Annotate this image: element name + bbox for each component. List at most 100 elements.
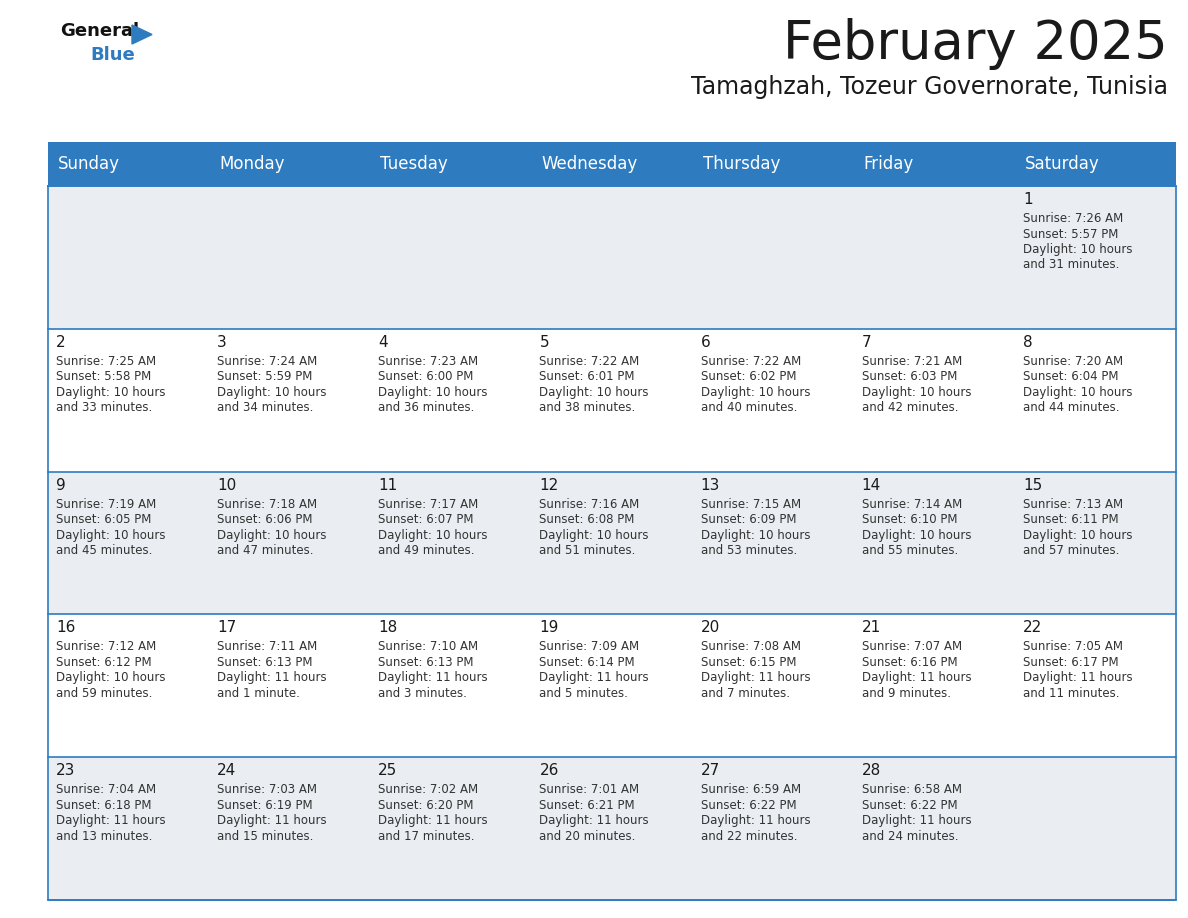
Text: and 3 minutes.: and 3 minutes.	[378, 687, 467, 700]
Text: Sunset: 6:06 PM: Sunset: 6:06 PM	[217, 513, 312, 526]
Text: Daylight: 11 hours: Daylight: 11 hours	[1023, 671, 1132, 685]
Text: Wednesday: Wednesday	[542, 155, 638, 173]
Text: 21: 21	[861, 621, 881, 635]
Text: Daylight: 10 hours: Daylight: 10 hours	[1023, 386, 1132, 398]
Text: Sunset: 6:13 PM: Sunset: 6:13 PM	[217, 655, 312, 669]
Text: Sunrise: 7:02 AM: Sunrise: 7:02 AM	[378, 783, 479, 796]
Text: Sunrise: 7:22 AM: Sunrise: 7:22 AM	[539, 354, 639, 368]
Text: 1: 1	[1023, 192, 1032, 207]
Text: Monday: Monday	[219, 155, 285, 173]
Text: and 47 minutes.: and 47 minutes.	[217, 544, 314, 557]
Text: Sunset: 6:20 PM: Sunset: 6:20 PM	[378, 799, 474, 812]
Bar	[48, 142, 1176, 186]
Text: Sunrise: 7:16 AM: Sunrise: 7:16 AM	[539, 498, 639, 510]
Text: Daylight: 11 hours: Daylight: 11 hours	[539, 671, 649, 685]
Text: 6: 6	[701, 335, 710, 350]
Text: Sunrise: 7:01 AM: Sunrise: 7:01 AM	[539, 783, 639, 796]
Text: and 31 minutes.: and 31 minutes.	[1023, 259, 1119, 272]
Text: Sunset: 6:22 PM: Sunset: 6:22 PM	[861, 799, 958, 812]
Text: Daylight: 10 hours: Daylight: 10 hours	[56, 529, 165, 542]
Text: Daylight: 11 hours: Daylight: 11 hours	[217, 814, 327, 827]
Text: Sunrise: 7:10 AM: Sunrise: 7:10 AM	[378, 641, 479, 654]
Bar	[48, 329, 1176, 472]
Text: Sunrise: 7:23 AM: Sunrise: 7:23 AM	[378, 354, 479, 368]
Text: Sunrise: 7:21 AM: Sunrise: 7:21 AM	[861, 354, 962, 368]
Text: 23: 23	[56, 763, 75, 778]
Bar	[48, 186, 1176, 329]
Text: Daylight: 10 hours: Daylight: 10 hours	[861, 529, 972, 542]
Bar	[48, 614, 1176, 757]
Text: Daylight: 11 hours: Daylight: 11 hours	[378, 814, 488, 827]
Text: Sunrise: 7:19 AM: Sunrise: 7:19 AM	[56, 498, 157, 510]
Text: and 7 minutes.: and 7 minutes.	[701, 687, 790, 700]
Text: and 15 minutes.: and 15 minutes.	[217, 830, 314, 843]
Text: February 2025: February 2025	[783, 18, 1168, 70]
Text: and 1 minute.: and 1 minute.	[217, 687, 301, 700]
Text: Sunrise: 7:05 AM: Sunrise: 7:05 AM	[1023, 641, 1123, 654]
Text: Sunrise: 7:13 AM: Sunrise: 7:13 AM	[1023, 498, 1123, 510]
Text: and 51 minutes.: and 51 minutes.	[539, 544, 636, 557]
Text: Daylight: 10 hours: Daylight: 10 hours	[701, 386, 810, 398]
Text: Sunset: 6:19 PM: Sunset: 6:19 PM	[217, 799, 312, 812]
Text: Sunset: 6:10 PM: Sunset: 6:10 PM	[861, 513, 958, 526]
Text: and 34 minutes.: and 34 minutes.	[217, 401, 314, 414]
Text: and 17 minutes.: and 17 minutes.	[378, 830, 475, 843]
Text: 26: 26	[539, 763, 558, 778]
Text: Sunrise: 7:15 AM: Sunrise: 7:15 AM	[701, 498, 801, 510]
Text: Daylight: 11 hours: Daylight: 11 hours	[861, 671, 972, 685]
Text: and 9 minutes.: and 9 minutes.	[861, 687, 950, 700]
Text: Daylight: 10 hours: Daylight: 10 hours	[539, 386, 649, 398]
Text: Sunset: 6:17 PM: Sunset: 6:17 PM	[1023, 655, 1118, 669]
Text: Sunday: Sunday	[58, 155, 120, 173]
Text: Daylight: 11 hours: Daylight: 11 hours	[539, 814, 649, 827]
Text: 27: 27	[701, 763, 720, 778]
Text: Sunset: 6:16 PM: Sunset: 6:16 PM	[861, 655, 958, 669]
Text: and 22 minutes.: and 22 minutes.	[701, 830, 797, 843]
Text: Sunrise: 7:09 AM: Sunrise: 7:09 AM	[539, 641, 639, 654]
Text: Sunset: 6:03 PM: Sunset: 6:03 PM	[861, 370, 958, 384]
Text: Sunrise: 6:59 AM: Sunrise: 6:59 AM	[701, 783, 801, 796]
Text: Daylight: 11 hours: Daylight: 11 hours	[701, 814, 810, 827]
Text: Sunrise: 7:22 AM: Sunrise: 7:22 AM	[701, 354, 801, 368]
Text: Daylight: 10 hours: Daylight: 10 hours	[378, 529, 488, 542]
Text: Sunset: 6:05 PM: Sunset: 6:05 PM	[56, 513, 151, 526]
Text: and 59 minutes.: and 59 minutes.	[56, 687, 152, 700]
Text: and 45 minutes.: and 45 minutes.	[56, 544, 152, 557]
Text: Sunrise: 7:24 AM: Sunrise: 7:24 AM	[217, 354, 317, 368]
Text: Sunset: 6:11 PM: Sunset: 6:11 PM	[1023, 513, 1118, 526]
Text: Sunrise: 7:03 AM: Sunrise: 7:03 AM	[217, 783, 317, 796]
Text: 5: 5	[539, 335, 549, 350]
Text: Daylight: 10 hours: Daylight: 10 hours	[861, 386, 972, 398]
Text: Tuesday: Tuesday	[380, 155, 448, 173]
Text: Sunset: 6:15 PM: Sunset: 6:15 PM	[701, 655, 796, 669]
Text: Friday: Friday	[864, 155, 914, 173]
Text: Sunset: 6:01 PM: Sunset: 6:01 PM	[539, 370, 634, 384]
Text: 18: 18	[378, 621, 398, 635]
Text: Daylight: 10 hours: Daylight: 10 hours	[217, 529, 327, 542]
Text: Sunset: 6:21 PM: Sunset: 6:21 PM	[539, 799, 636, 812]
Text: Blue: Blue	[90, 46, 134, 64]
Text: Sunrise: 7:04 AM: Sunrise: 7:04 AM	[56, 783, 156, 796]
Text: Sunset: 6:07 PM: Sunset: 6:07 PM	[378, 513, 474, 526]
Polygon shape	[132, 25, 152, 44]
Text: 3: 3	[217, 335, 227, 350]
Text: Daylight: 11 hours: Daylight: 11 hours	[861, 814, 972, 827]
Text: Sunrise: 7:12 AM: Sunrise: 7:12 AM	[56, 641, 157, 654]
Text: Daylight: 11 hours: Daylight: 11 hours	[701, 671, 810, 685]
Text: Sunrise: 6:58 AM: Sunrise: 6:58 AM	[861, 783, 962, 796]
Text: Daylight: 11 hours: Daylight: 11 hours	[378, 671, 488, 685]
Text: 7: 7	[861, 335, 871, 350]
Text: 16: 16	[56, 621, 75, 635]
Text: 22: 22	[1023, 621, 1042, 635]
Text: Sunset: 6:02 PM: Sunset: 6:02 PM	[701, 370, 796, 384]
Text: 24: 24	[217, 763, 236, 778]
Text: Sunset: 6:09 PM: Sunset: 6:09 PM	[701, 513, 796, 526]
Text: Sunset: 6:13 PM: Sunset: 6:13 PM	[378, 655, 474, 669]
Text: Daylight: 10 hours: Daylight: 10 hours	[217, 386, 327, 398]
Text: Sunrise: 7:14 AM: Sunrise: 7:14 AM	[861, 498, 962, 510]
Text: 8: 8	[1023, 335, 1032, 350]
Text: and 42 minutes.: and 42 minutes.	[861, 401, 959, 414]
Text: Daylight: 11 hours: Daylight: 11 hours	[217, 671, 327, 685]
Text: Sunrise: 7:07 AM: Sunrise: 7:07 AM	[861, 641, 962, 654]
Text: and 53 minutes.: and 53 minutes.	[701, 544, 797, 557]
